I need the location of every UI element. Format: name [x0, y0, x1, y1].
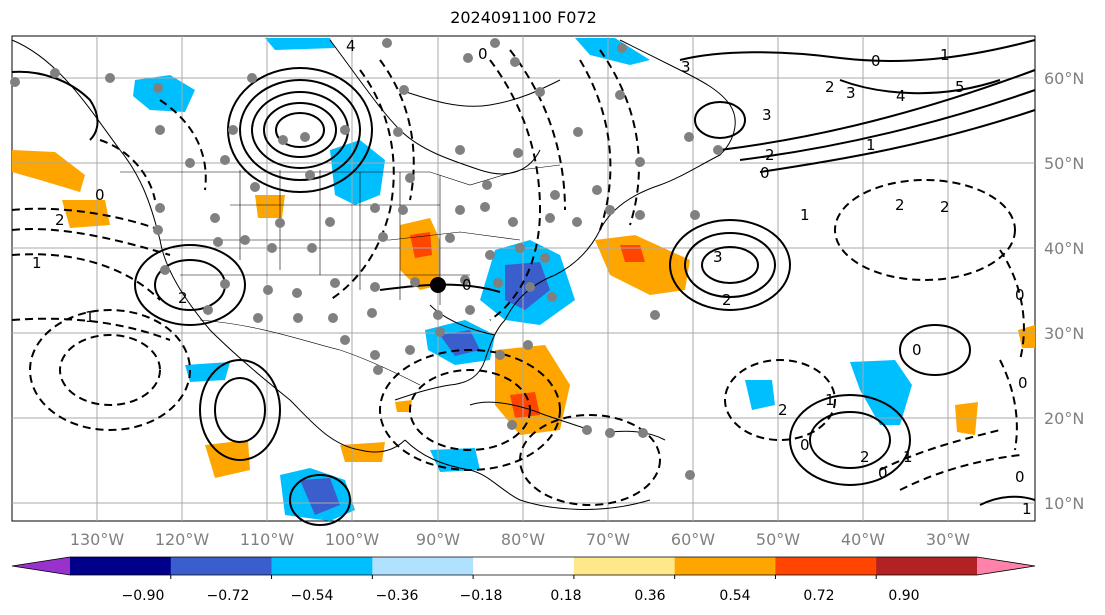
contour-label: 4: [346, 37, 356, 55]
lon-label: 110°W: [240, 530, 295, 549]
contour-label: 0: [871, 52, 881, 70]
lat-label: 40°N: [1044, 239, 1084, 258]
contour-label: 2: [860, 448, 870, 466]
latitude-labels: 60°N 50°N 40°N 30°N 20°N 10°N: [1044, 69, 1084, 513]
contour-label: 0: [800, 436, 810, 454]
lon-label: 40°W: [841, 530, 885, 549]
colorbar-tick: −0.90: [122, 588, 165, 604]
colorbar-swatch: [372, 557, 474, 575]
contour-label: 0: [1015, 468, 1025, 486]
colorbar-swatch: [573, 557, 676, 575]
contour-label: 0: [760, 164, 770, 182]
colorbar-swatch: [674, 557, 776, 575]
colorbar-swatch: [271, 557, 373, 575]
lon-label: 60°W: [671, 530, 715, 549]
map-panel: 0 4 3 0 1 2 3 4 5 1 2 3 0 1 2 2 0 1 2 3 …: [10, 35, 1036, 526]
colorbar-tick: 0.90: [888, 588, 919, 604]
contour-label: 2: [895, 196, 905, 214]
lon-label: 70°W: [586, 530, 630, 549]
colorbar-extend-high: [977, 557, 1035, 575]
negative-contours: [11, 49, 1025, 506]
contour-label: 1: [800, 206, 810, 224]
colorbar-swatch: [70, 557, 172, 575]
lon-label: 30°W: [926, 530, 970, 549]
contour-label: 1: [866, 136, 876, 154]
lat-label: 10°N: [1044, 494, 1084, 513]
contour-label: 2: [55, 211, 65, 229]
contour-label: 0: [95, 186, 105, 204]
lon-label: 50°W: [756, 530, 800, 549]
contour-label: 1: [825, 391, 835, 409]
contour-label: 1: [940, 46, 950, 64]
colorbar-ticks: −0.90 −0.72 −0.54 −0.36 −0.18 0.18 0.36 …: [122, 588, 920, 604]
contour-label: 0: [912, 341, 922, 359]
contour-label: 0: [1015, 286, 1025, 304]
colorbar-tick: −0.36: [376, 588, 419, 604]
contour-label: 3: [846, 84, 856, 102]
contour-label: 1: [1022, 500, 1032, 518]
lon-label: 130°W: [70, 530, 125, 549]
contour-label: 0: [1018, 374, 1028, 392]
contour-label: 0: [478, 45, 488, 63]
contour-label: 5: [955, 78, 965, 96]
lon-label: 80°W: [501, 530, 545, 549]
lat-label: 20°N: [1044, 409, 1084, 428]
contour-label: 1: [32, 254, 42, 272]
colorbar-swatch: [876, 557, 978, 575]
contour-label: 3: [713, 248, 723, 266]
lat-label: 60°N: [1044, 69, 1084, 88]
contour-label: 3: [762, 106, 772, 124]
positive-anomaly-shading: [12, 150, 1035, 478]
lon-label: 90°W: [416, 530, 460, 549]
colorbar-extend-low: [12, 557, 70, 575]
colorbar-swatch: [473, 557, 575, 575]
colorbar-tick: −0.72: [207, 588, 250, 604]
colorbar-swatch: [775, 557, 877, 575]
colorbar-tick: −0.18: [460, 588, 503, 604]
contour-label: 2: [825, 78, 835, 96]
contour-label: 2: [940, 198, 950, 216]
contour-label: 2: [765, 146, 775, 164]
colorbar-tick: −0.54: [291, 588, 334, 604]
contour-labels: 0 4 3 0 1 2 3 4 5 1 2 3 0 1 2 2 0 1 2 3 …: [32, 37, 1032, 518]
colorbar-swatch: [170, 557, 273, 575]
contour-label: 4: [896, 87, 906, 105]
lat-label: 50°N: [1044, 154, 1084, 173]
focus-marker: 0: [430, 276, 472, 294]
colorbar-tick: 0.72: [803, 588, 834, 604]
positive-contours: [11, 39, 1036, 526]
contour-label: 2: [178, 289, 188, 307]
contour-label: 1: [903, 448, 913, 466]
longitude-labels: 130°W 120°W 110°W 100°W 90°W 80°W 70°W 6…: [70, 530, 970, 549]
colorbar-tick: 0.54: [719, 588, 750, 604]
lon-label: 100°W: [325, 530, 380, 549]
colorbar: −0.90 −0.72 −0.54 −0.36 −0.18 0.18 0.36 …: [11, 556, 1036, 604]
colorbar-tick: 0.18: [550, 588, 581, 604]
map-title: 2024091100 F072: [450, 8, 597, 27]
contour-label: 1: [85, 308, 95, 326]
contour-label: 2: [722, 291, 732, 309]
lon-label: 120°W: [155, 530, 210, 549]
station-markers: [10, 38, 723, 480]
colorbar-tick: 0.36: [634, 588, 665, 604]
lat-label: 30°N: [1044, 324, 1084, 343]
contour-label: 0: [878, 464, 888, 482]
contour-label: 2: [778, 401, 788, 419]
contour-label: 3: [681, 58, 691, 76]
marker-label: 0: [462, 276, 472, 294]
political-borders: [120, 164, 561, 386]
colorbar-outline: [11, 556, 1036, 576]
